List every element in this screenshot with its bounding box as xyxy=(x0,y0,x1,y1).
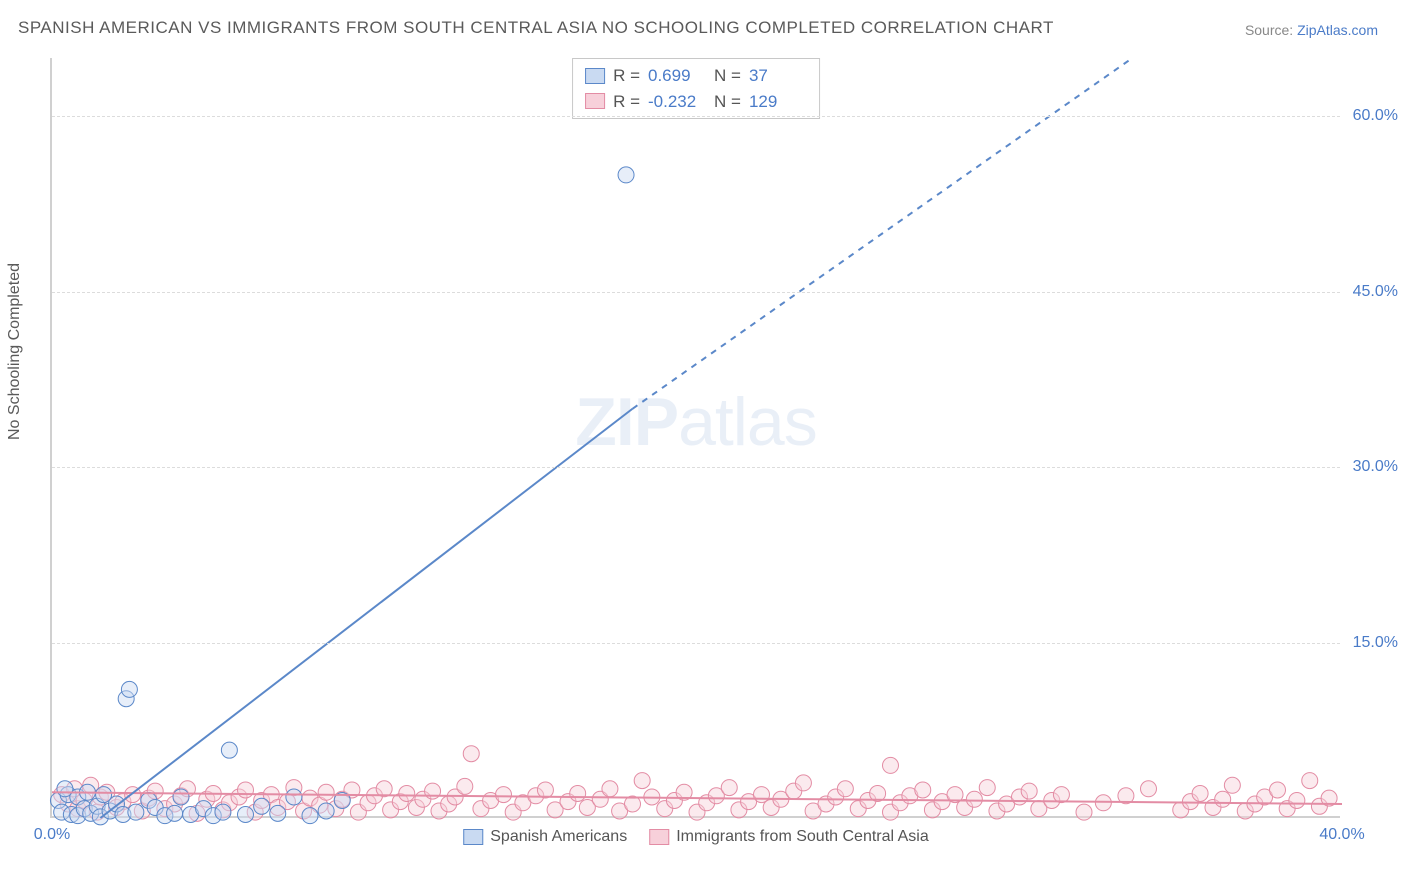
data-point xyxy=(399,785,415,801)
legend-item-pink: Immigrants from South Central Asia xyxy=(649,828,929,846)
data-point xyxy=(238,806,254,822)
gridline xyxy=(52,467,1340,468)
source-label: Source: xyxy=(1245,22,1297,38)
data-point xyxy=(570,785,586,801)
data-point xyxy=(121,681,137,697)
data-point xyxy=(1076,804,1092,820)
swatch-blue-icon xyxy=(463,829,483,845)
data-point xyxy=(286,789,302,805)
x-tick-label: 0.0% xyxy=(34,826,70,844)
data-point xyxy=(1270,782,1286,798)
data-point xyxy=(318,784,334,800)
data-point xyxy=(238,782,254,798)
data-point xyxy=(318,803,334,819)
legend-item-blue: Spanish Americans xyxy=(463,828,627,846)
data-point xyxy=(57,781,73,797)
data-point xyxy=(721,780,737,796)
data-point xyxy=(173,789,189,805)
legend-label-blue: Spanish Americans xyxy=(490,828,627,846)
y-tick-label: 15.0% xyxy=(1353,634,1398,652)
gridline xyxy=(52,292,1340,293)
data-point xyxy=(883,757,899,773)
data-point xyxy=(215,804,231,820)
data-point xyxy=(1053,787,1069,803)
data-point xyxy=(634,773,650,789)
data-point xyxy=(1224,777,1240,793)
chart-svg xyxy=(52,58,1340,816)
chart-title: SPANISH AMERICAN VS IMMIGRANTS FROM SOUT… xyxy=(18,18,1054,38)
data-point xyxy=(1192,785,1208,801)
data-point xyxy=(1141,781,1157,797)
data-point xyxy=(463,746,479,762)
data-point xyxy=(602,781,618,797)
plot-area: ZIPatlas R = 0.699 N = 37 R = -0.232 N =… xyxy=(50,58,1340,818)
legend-label-pink: Immigrants from South Central Asia xyxy=(676,828,929,846)
data-point xyxy=(457,778,473,794)
y-axis-label: No Schooling Completed xyxy=(6,263,24,440)
x-tick-label: 40.0% xyxy=(1319,826,1364,844)
gridline xyxy=(52,116,1340,117)
data-point xyxy=(915,782,931,798)
data-point xyxy=(537,782,553,798)
bottom-legend: Spanish Americans Immigrants from South … xyxy=(463,828,929,846)
regression-line-blue-dashed xyxy=(633,58,1133,409)
y-tick-label: 60.0% xyxy=(1353,107,1398,125)
gridline xyxy=(52,643,1340,644)
data-point xyxy=(1215,791,1231,807)
y-tick-label: 45.0% xyxy=(1353,283,1398,301)
data-point xyxy=(270,805,286,821)
swatch-pink-icon xyxy=(649,829,669,845)
data-point xyxy=(496,787,512,803)
data-point xyxy=(1302,773,1318,789)
data-point xyxy=(221,742,237,758)
data-point xyxy=(128,804,144,820)
regression-line-blue xyxy=(100,409,632,818)
data-point xyxy=(167,805,183,821)
source-link[interactable]: ZipAtlas.com xyxy=(1297,22,1378,38)
data-point xyxy=(254,798,270,814)
data-point xyxy=(795,775,811,791)
data-point xyxy=(618,167,634,183)
data-point xyxy=(1289,792,1305,808)
source-attribution: Source: ZipAtlas.com xyxy=(1245,22,1378,38)
data-point xyxy=(966,791,982,807)
y-tick-label: 30.0% xyxy=(1353,458,1398,476)
data-point xyxy=(96,787,112,803)
data-point xyxy=(837,781,853,797)
data-point xyxy=(979,780,995,796)
data-point xyxy=(1021,783,1037,799)
data-point xyxy=(302,808,318,824)
